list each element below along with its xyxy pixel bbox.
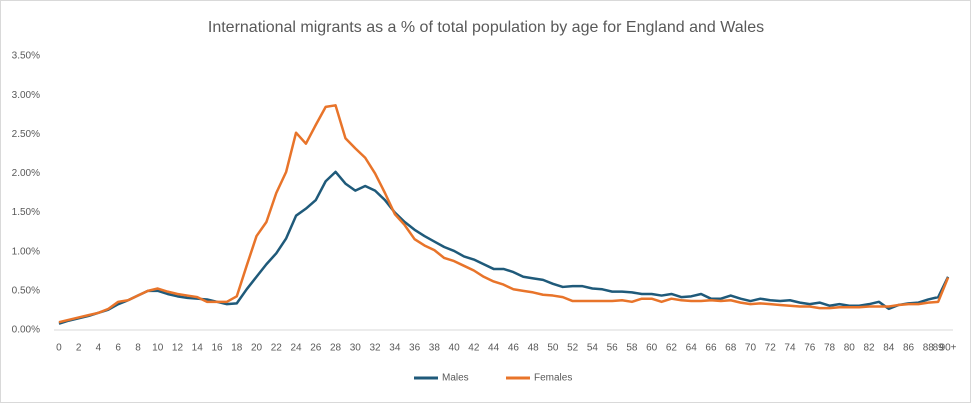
x-tick-label: 36 xyxy=(409,343,421,354)
x-tick-label: 52 xyxy=(567,343,579,354)
x-tick-label: 76 xyxy=(804,343,816,354)
x-tick-label: 32 xyxy=(370,343,382,354)
x-tick-label: 0 xyxy=(56,343,62,354)
x-tick-label: 34 xyxy=(389,343,401,354)
x-tick-label: 46 xyxy=(508,343,520,354)
chart-title: International migrants as a % of total p… xyxy=(208,19,764,36)
y-tick-label: 3.50% xyxy=(12,51,40,62)
x-tick-label: 68 xyxy=(725,343,737,354)
x-tick-label: 60 xyxy=(646,343,658,354)
y-tick-label: 0.00% xyxy=(12,325,40,336)
series-line xyxy=(58,104,950,324)
x-tick-label: 44 xyxy=(488,343,500,354)
x-tick-label: 22 xyxy=(271,343,283,354)
x-tick-label: 66 xyxy=(705,343,717,354)
x-tick-label: 80 xyxy=(844,343,856,354)
x-tick-label: 88 xyxy=(923,343,935,354)
x-tick-label: 72 xyxy=(765,343,777,354)
x-tick-label: 62 xyxy=(666,343,678,354)
x-tick-label: 24 xyxy=(290,343,302,354)
x-tick-label: 20 xyxy=(251,343,263,354)
x-tick-label: 56 xyxy=(607,343,619,354)
x-tick-label: 38 xyxy=(429,343,441,354)
x-tick-label: 2 xyxy=(76,343,82,354)
x-tick-label: 14 xyxy=(192,343,204,354)
x-tick-label: 40 xyxy=(449,343,461,354)
legend-label: Females xyxy=(534,373,572,384)
y-tick-label: 1.50% xyxy=(12,207,40,218)
x-tick-label: 42 xyxy=(468,343,480,354)
x-tick-label: 84 xyxy=(883,343,895,354)
x-tick-label: 4 xyxy=(96,343,102,354)
x-tick-label: 54 xyxy=(587,343,599,354)
x-tick-label: 89 xyxy=(933,343,945,354)
y-tick-label: 1.00% xyxy=(12,246,40,257)
x-tick-label: 10 xyxy=(152,343,164,354)
x-tick-label: 8 xyxy=(135,343,141,354)
legend-label: Males xyxy=(442,373,469,384)
x-tick-label: 12 xyxy=(172,343,184,354)
x-tick-label: 82 xyxy=(863,343,875,354)
y-tick-label: 3.00% xyxy=(12,90,40,101)
y-tick-label: 2.00% xyxy=(12,168,40,179)
x-tick-label: 48 xyxy=(528,343,540,354)
x-tick-label: 58 xyxy=(626,343,638,354)
x-tick-label: 70 xyxy=(745,343,757,354)
x-tick-label: 64 xyxy=(686,343,698,354)
x-tick-label: 90+ xyxy=(940,343,957,354)
x-tick-label: 30 xyxy=(350,343,362,354)
x-tick-label: 16 xyxy=(211,343,223,354)
x-tick-label: 86 xyxy=(903,343,915,354)
y-tick-label: 0.50% xyxy=(12,285,40,296)
x-tick-label: 18 xyxy=(231,343,243,354)
y-tick-label: 2.50% xyxy=(12,129,40,140)
x-tick-label: 78 xyxy=(824,343,836,354)
x-tick-label: 28 xyxy=(330,343,342,354)
x-tick-label: 74 xyxy=(784,343,796,354)
x-tick-label: 6 xyxy=(115,343,121,354)
x-tick-label: 26 xyxy=(310,343,322,354)
series-line xyxy=(58,170,950,325)
x-tick-label: 50 xyxy=(547,343,559,354)
